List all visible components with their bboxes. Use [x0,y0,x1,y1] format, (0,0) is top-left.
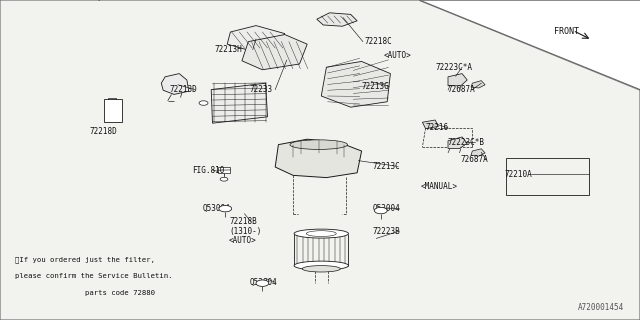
Ellipse shape [302,266,340,272]
Polygon shape [0,0,99,192]
Text: Q53004: Q53004 [372,204,400,213]
Text: ※If you ordered just the filter,: ※If you ordered just the filter, [15,257,155,263]
Polygon shape [211,83,268,123]
Circle shape [256,280,269,286]
Text: (1310-): (1310-) [229,227,262,236]
Text: 72213H: 72213H [214,45,242,54]
Text: Q53004: Q53004 [202,204,230,213]
Text: 72210A: 72210A [504,170,532,179]
Text: 72687A: 72687A [461,156,488,164]
Circle shape [220,177,228,181]
Text: 72687A: 72687A [448,85,476,94]
Text: 72218C: 72218C [365,37,392,46]
Polygon shape [471,149,485,156]
Circle shape [219,205,232,212]
Text: Q53004: Q53004 [250,278,277,287]
Ellipse shape [290,140,348,149]
Circle shape [374,207,387,214]
Polygon shape [419,0,640,90]
Text: 72218D: 72218D [90,127,117,136]
Text: <MANUAL>: <MANUAL> [421,182,458,191]
Polygon shape [471,81,485,88]
Polygon shape [242,35,307,70]
Polygon shape [448,137,467,148]
Circle shape [199,101,208,105]
Text: FRONT: FRONT [554,28,579,36]
Polygon shape [275,139,362,178]
Text: <AUTO>: <AUTO> [384,52,412,60]
Polygon shape [227,26,285,50]
Text: FIG.810: FIG.810 [192,166,225,175]
Text: 72213G: 72213G [362,82,389,91]
Text: 72218B: 72218B [229,217,257,226]
Polygon shape [448,74,467,86]
Text: 72223C*A: 72223C*A [435,63,472,72]
Text: 72223C*B: 72223C*B [448,138,485,147]
Polygon shape [321,61,390,107]
Text: 72223B: 72223B [372,227,400,236]
Text: 72233: 72233 [250,85,273,94]
Polygon shape [161,74,189,94]
Ellipse shape [307,231,336,236]
Text: 72216: 72216 [426,124,449,132]
FancyBboxPatch shape [218,167,230,173]
Text: 72213C: 72213C [372,162,400,171]
Polygon shape [422,120,438,129]
Text: A720001454: A720001454 [578,303,624,312]
Ellipse shape [294,261,348,270]
Text: <AUTO>: <AUTO> [229,236,257,245]
FancyBboxPatch shape [104,99,122,122]
Text: please confirm the Service Bulletin.: please confirm the Service Bulletin. [15,274,172,279]
Polygon shape [317,13,357,26]
Ellipse shape [294,229,348,238]
Text: parts code 72880: parts code 72880 [15,290,155,296]
Text: 72213D: 72213D [170,85,197,94]
